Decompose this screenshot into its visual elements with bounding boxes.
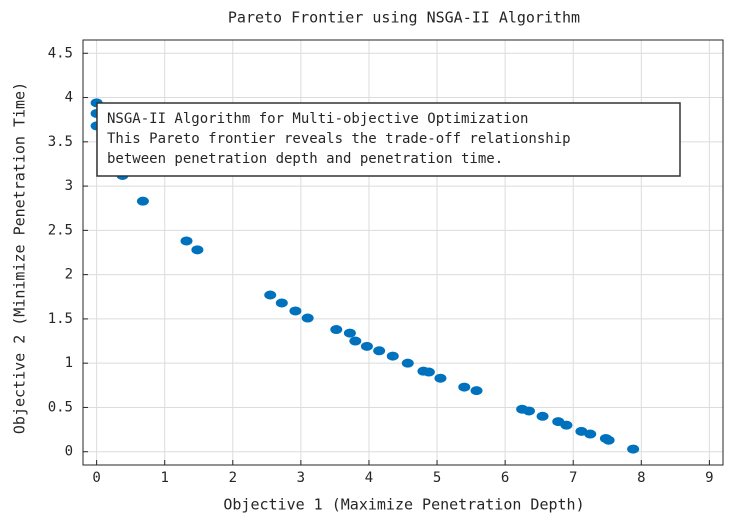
x-tick-label: 9	[705, 470, 713, 486]
chart-title: Pareto Frontier using NSGA-II Algorithm	[228, 9, 580, 27]
x-tick-label: 5	[433, 470, 441, 486]
x-tick-label: 0	[92, 470, 100, 486]
point	[373, 346, 386, 356]
annotation-line: between penetration depth and penetratio…	[107, 151, 503, 167]
y-tick-label: 2.5	[48, 222, 73, 238]
y-tick-label: 4.5	[48, 45, 73, 61]
point	[434, 373, 447, 383]
annotation-box	[96, 102, 681, 177]
point	[360, 341, 373, 351]
point	[349, 336, 362, 346]
point	[522, 406, 535, 416]
point	[136, 196, 149, 206]
y-tick-label: 1	[65, 355, 73, 371]
annotation-line: This Pareto frontier reveals the trade-o…	[107, 131, 571, 147]
x-tick-label: 6	[501, 470, 509, 486]
point	[180, 236, 193, 246]
point	[422, 367, 435, 377]
x-tick-label: 1	[160, 470, 168, 486]
x-tick-label: 7	[569, 470, 577, 486]
annotation-line: NSGA-II Algorithm for Multi-objective Op…	[107, 111, 528, 127]
y-tick-label: 3	[65, 178, 73, 194]
point	[289, 306, 302, 316]
point	[536, 411, 549, 421]
x-tick-label: 2	[229, 470, 237, 486]
point	[401, 358, 414, 368]
y-tick-label: 0	[65, 444, 73, 460]
x-tick-label: 8	[637, 470, 645, 486]
point	[584, 429, 597, 439]
x-tick-label: 4	[365, 470, 373, 486]
point	[458, 382, 471, 392]
y-tick-label: 2	[65, 267, 73, 283]
x-tick-label: 3	[297, 470, 305, 486]
point	[602, 435, 615, 445]
point	[275, 298, 288, 308]
point	[627, 444, 640, 454]
point	[386, 351, 399, 361]
axes-frame	[82, 39, 724, 466]
y-tick-label: 4	[65, 90, 73, 106]
point	[191, 245, 204, 255]
point	[264, 290, 277, 300]
point	[470, 386, 483, 396]
y-axis-label: Objective 2 (Minimize Penetration Time)	[11, 82, 29, 434]
point	[330, 325, 343, 335]
x-axis-label: Objective 1 (Maximize Penetration Depth)	[223, 496, 584, 514]
point	[301, 313, 314, 323]
point	[560, 420, 573, 430]
point	[343, 328, 356, 338]
y-tick-label: 1.5	[48, 311, 73, 327]
y-tick-label: 0.5	[48, 399, 73, 415]
y-tick-label: 3.5	[48, 134, 73, 150]
